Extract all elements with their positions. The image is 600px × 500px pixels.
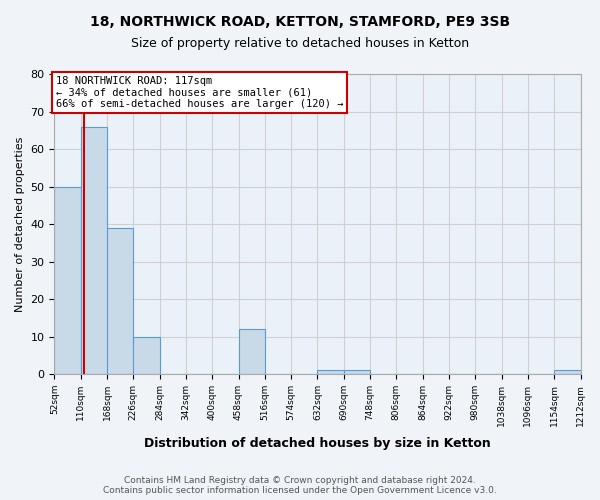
- Text: Size of property relative to detached houses in Ketton: Size of property relative to detached ho…: [131, 38, 469, 51]
- Bar: [239, 329, 265, 374]
- Y-axis label: Number of detached properties: Number of detached properties: [15, 136, 25, 312]
- Bar: [55, 186, 81, 374]
- X-axis label: Distribution of detached houses by size in Ketton: Distribution of detached houses by size …: [144, 437, 491, 450]
- Bar: [133, 336, 160, 374]
- Bar: [344, 370, 370, 374]
- Bar: [81, 126, 107, 374]
- Text: 18, NORTHWICK ROAD, KETTON, STAMFORD, PE9 3SB: 18, NORTHWICK ROAD, KETTON, STAMFORD, PE…: [90, 15, 510, 29]
- Text: 18 NORTHWICK ROAD: 117sqm
← 34% of detached houses are smaller (61)
66% of semi-: 18 NORTHWICK ROAD: 117sqm ← 34% of detac…: [56, 76, 343, 109]
- Bar: [317, 370, 344, 374]
- Bar: [554, 370, 581, 374]
- Text: Contains HM Land Registry data © Crown copyright and database right 2024.
Contai: Contains HM Land Registry data © Crown c…: [103, 476, 497, 495]
- Bar: [107, 228, 133, 374]
